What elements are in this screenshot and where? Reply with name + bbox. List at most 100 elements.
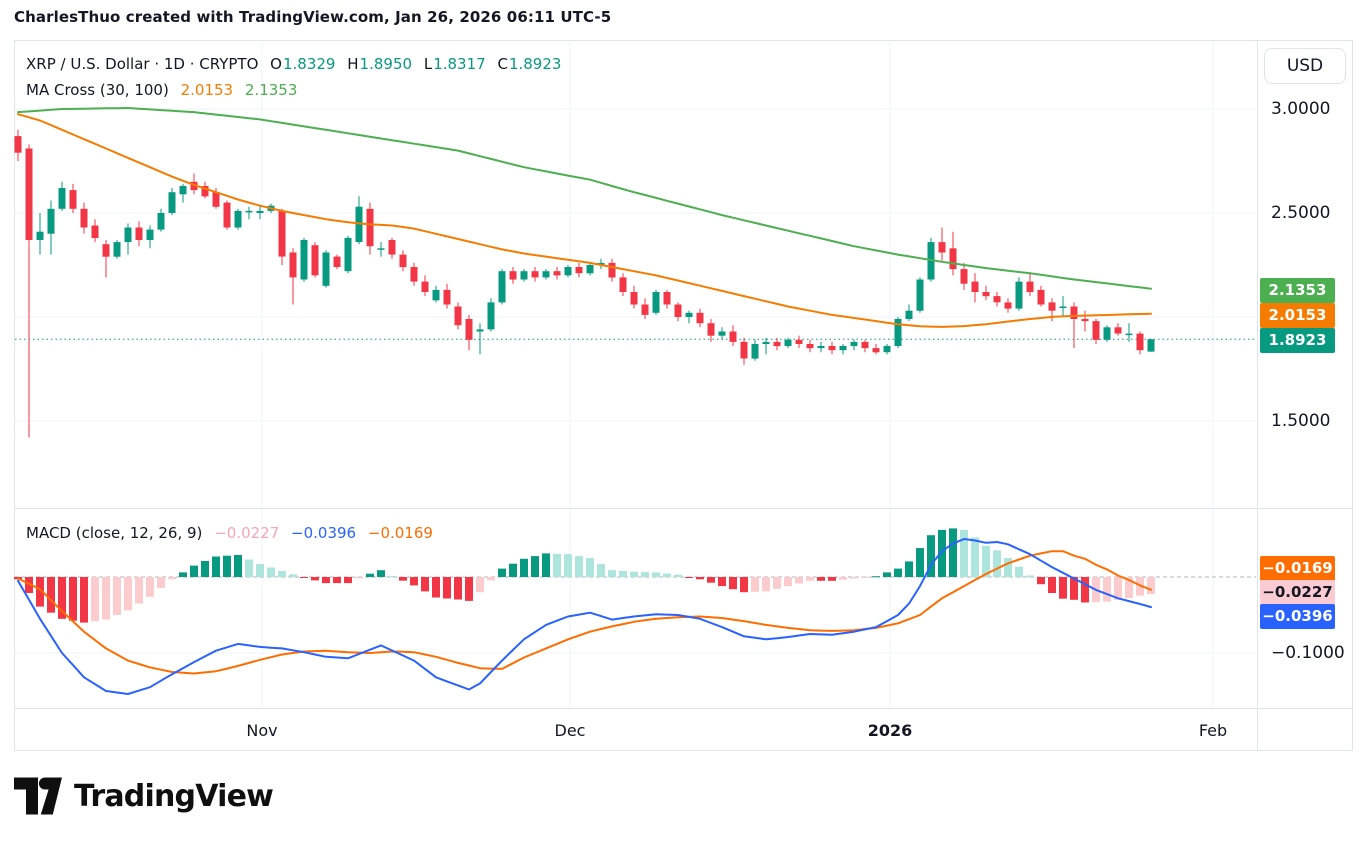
price-tick-label: −0.1000	[1271, 643, 1345, 663]
candle-body	[509, 271, 517, 280]
candle-body	[168, 192, 176, 213]
candle-body	[1136, 333, 1144, 351]
candle-body	[91, 225, 99, 238]
price-axis-separator	[1257, 40, 1258, 751]
candle-body	[718, 331, 726, 336]
ma-100-line	[17, 107, 1152, 290]
macd-label: MACD (close, 12, 26, 9)	[26, 524, 203, 542]
candle-body	[1103, 327, 1111, 340]
candle-body	[366, 208, 374, 247]
candle-body	[322, 252, 330, 286]
candle-body	[850, 341, 858, 347]
candle-body	[25, 148, 33, 240]
ohlc-low-value: 1.8317	[433, 55, 486, 73]
candle-body	[740, 341, 748, 359]
candle-body	[113, 242, 121, 257]
candlestick-series	[14, 129, 1155, 438]
candle-body	[344, 237, 352, 272]
ma100-value: 2.1353	[244, 81, 298, 99]
candle-body	[1026, 281, 1034, 292]
currency-label: USD	[1286, 56, 1324, 76]
candle-body	[762, 341, 770, 344]
ma-cross-legend[interactable]: MA Cross (30, 100) 2.0153 2.1353	[26, 81, 304, 99]
ohlc-close-value: 1.8923	[508, 55, 562, 73]
macd-histogram	[14, 528, 1155, 623]
ma-30-line	[17, 113, 1152, 328]
candle-body	[465, 319, 473, 340]
macd-signal-line	[17, 550, 1152, 675]
candle-body	[410, 267, 418, 282]
gridlines	[15, 40, 1256, 708]
candle-body	[179, 186, 187, 195]
candle-body	[960, 269, 968, 284]
ma-cross-label: MA Cross (30, 100)	[26, 81, 169, 99]
price-badge: −0.0169	[1260, 555, 1335, 581]
ohlc-high-label: H	[347, 55, 359, 73]
candle-body	[454, 306, 462, 326]
candle-body	[102, 244, 110, 257]
candle-body	[553, 271, 561, 276]
candle-body	[861, 341, 869, 349]
ma30-value: 2.0153	[180, 81, 234, 99]
candle-body	[245, 210, 253, 213]
currency-toggle-button[interactable]: USD	[1264, 48, 1346, 84]
candle-body	[1081, 319, 1089, 322]
candle-body	[47, 208, 55, 234]
candle-body	[542, 271, 550, 278]
candle-body	[234, 210, 242, 228]
candle-body	[476, 329, 484, 332]
candle-body	[1092, 321, 1100, 340]
candle-body	[300, 240, 308, 280]
symbol-legend[interactable]: XRP / U.S. Dollar · 1D · CRYPTO O1.8329 …	[26, 55, 568, 73]
candle-body	[575, 267, 583, 274]
time-axis-separator	[14, 708, 1353, 709]
candle-body	[784, 339, 792, 346]
candle-body	[14, 136, 22, 153]
candle-body	[289, 252, 297, 278]
macd-legend[interactable]: MACD (close, 12, 26, 9) −0.0227 −0.0396 …	[26, 524, 440, 542]
time-axis-label: 2026	[867, 721, 913, 740]
macd-hist-value: −0.0227	[214, 524, 280, 542]
ohlc-close-label: C	[497, 55, 508, 73]
candle-body	[377, 248, 385, 250]
time-axis-label: Nov	[246, 721, 278, 740]
candle-body	[817, 346, 825, 349]
candle-body	[905, 310, 913, 319]
candle-body	[982, 292, 990, 297]
candle-body	[256, 210, 264, 213]
candle-body	[883, 346, 891, 353]
candle-body	[333, 256, 341, 267]
candle-body	[278, 210, 286, 257]
macd-line-value: −0.0396	[291, 524, 357, 542]
candle-body	[1114, 327, 1122, 334]
candle-body	[157, 213, 165, 230]
candle-body	[399, 254, 407, 268]
price-tick-label: 3.0000	[1271, 99, 1331, 119]
candle-body	[971, 281, 979, 292]
candle-body	[641, 304, 649, 315]
candle-body	[729, 331, 737, 342]
candle-body	[696, 312, 704, 324]
pane-separator[interactable]	[14, 508, 1353, 509]
candle-body	[36, 231, 44, 240]
candle-body	[894, 319, 902, 346]
candle-body	[124, 227, 132, 243]
candle-body	[58, 188, 66, 209]
candle-body	[795, 339, 803, 344]
candle-body	[949, 248, 957, 270]
candle-body	[707, 323, 715, 336]
candle-body	[146, 229, 154, 240]
price-tick-label: 2.5000	[1271, 203, 1331, 223]
candle-body	[1125, 333, 1133, 336]
price-tick-label: 1.5000	[1271, 411, 1331, 431]
price-badge: 1.8923	[1260, 327, 1335, 353]
candle-body	[212, 192, 220, 207]
candle-body	[663, 292, 671, 305]
candle-body	[201, 186, 209, 197]
candle-body	[487, 302, 495, 330]
attribution-text: CharlesThuo created with TradingView.com…	[14, 8, 612, 26]
candle-body	[597, 262, 605, 265]
candle-body	[872, 348, 880, 353]
